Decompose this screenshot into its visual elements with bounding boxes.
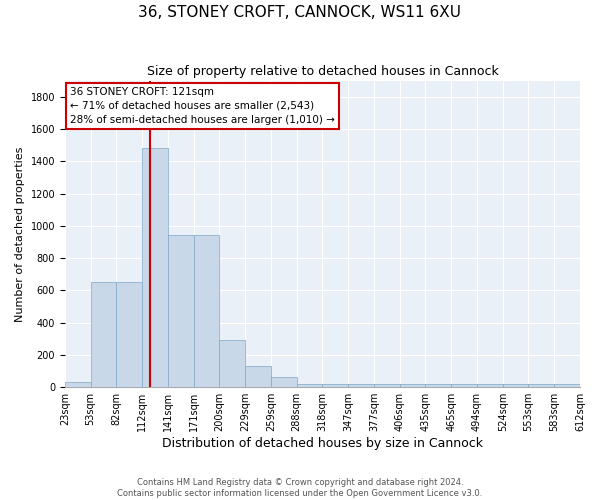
Bar [374,384,400,387]
Bar [271,376,296,387]
X-axis label: Distribution of detached houses by size in Cannock: Distribution of detached houses by size … [162,437,483,450]
Bar [168,236,194,387]
Bar [451,384,477,387]
Y-axis label: Number of detached properties: Number of detached properties [15,146,25,322]
Bar [65,382,91,387]
Text: 36 STONEY CROFT: 121sqm
← 71% of detached houses are smaller (2,543)
28% of semi: 36 STONEY CROFT: 121sqm ← 71% of detache… [70,86,335,124]
Bar [529,384,554,387]
Bar [220,340,245,387]
Bar [425,384,451,387]
Bar [400,384,425,387]
Bar [503,384,529,387]
Text: Contains HM Land Registry data © Crown copyright and database right 2024.
Contai: Contains HM Land Registry data © Crown c… [118,478,482,498]
Bar [91,282,116,387]
Bar [322,384,348,387]
Bar [348,384,374,387]
Bar [142,148,168,387]
Bar [554,384,580,387]
Bar [245,366,271,387]
Bar [194,236,220,387]
Bar [477,384,503,387]
Text: 36, STONEY CROFT, CANNOCK, WS11 6XU: 36, STONEY CROFT, CANNOCK, WS11 6XU [139,5,461,20]
Bar [116,282,142,387]
Bar [296,384,322,387]
Title: Size of property relative to detached houses in Cannock: Size of property relative to detached ho… [146,65,499,78]
